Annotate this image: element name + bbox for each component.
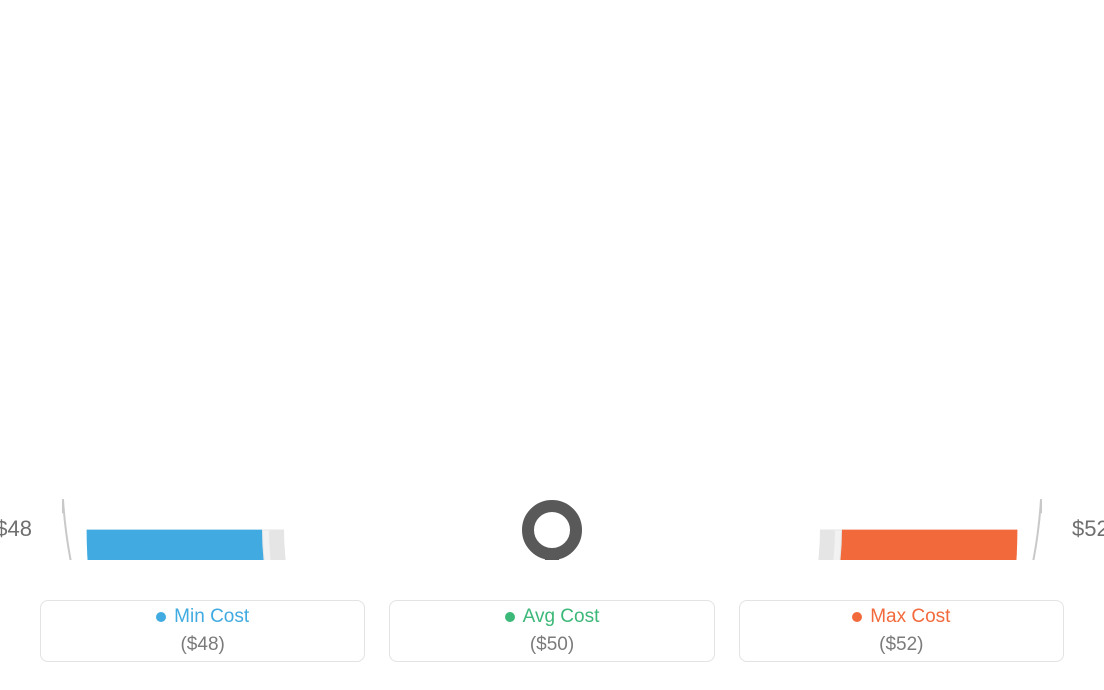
legend-avg-dot <box>505 612 515 622</box>
legend-max-label: Max Cost <box>870 606 950 628</box>
gauge-chart: $48$49$50$50$51$52$52 <box>0 0 1104 560</box>
legend-max: Max Cost ($52) <box>739 600 1064 662</box>
legend-min-value: ($48) <box>180 634 224 656</box>
gauge-needle-hub <box>528 506 576 554</box>
legend-min-dot <box>156 612 166 622</box>
gauge-svg: $48$49$50$50$51$52$52 <box>0 0 1104 560</box>
legend-min-top: Min Cost <box>156 606 249 628</box>
gauge-scale-label: $52 <box>1072 516 1104 541</box>
legend-row: Min Cost ($48) Avg Cost ($50) Max Cost (… <box>0 580 1104 690</box>
gauge-scale-label: $48 <box>0 516 32 541</box>
legend-max-top: Max Cost <box>852 606 950 628</box>
legend-max-dot <box>852 612 862 622</box>
legend-max-value: ($52) <box>879 634 923 656</box>
legend-avg-label: Avg Cost <box>523 606 600 628</box>
legend-avg-top: Avg Cost <box>505 606 600 628</box>
legend-min: Min Cost ($48) <box>40 600 365 662</box>
legend-avg-value: ($50) <box>530 634 574 656</box>
legend-avg: Avg Cost ($50) <box>389 600 714 662</box>
legend-min-label: Min Cost <box>174 606 249 628</box>
